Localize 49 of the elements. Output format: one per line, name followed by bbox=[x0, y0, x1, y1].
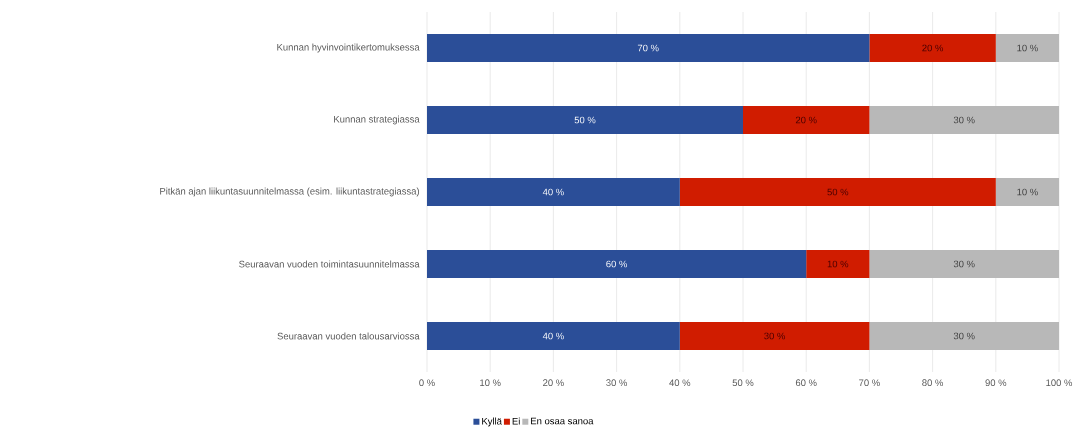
data-label: 30 % bbox=[764, 332, 786, 340]
x-tick-label: 90 % bbox=[985, 379, 1007, 387]
bar bbox=[869, 250, 1059, 278]
x-tick-label: 60 % bbox=[795, 379, 817, 387]
y-tick-label: Seuraavan vuoden talousarviossa bbox=[277, 332, 420, 340]
x-tick-label: 10 % bbox=[480, 379, 501, 387]
x-tick-label: 0 % bbox=[419, 379, 435, 387]
data-label: 40 % bbox=[542, 188, 564, 196]
bar bbox=[869, 34, 996, 63]
y-tick-label: Kunnan hyvinvointikertomuksessa bbox=[277, 43, 420, 53]
bar bbox=[995, 34, 1059, 63]
x-tick-label: 30 % bbox=[606, 379, 628, 387]
data-label: 10 % bbox=[1017, 188, 1038, 196]
x-tick-label: 100 % bbox=[1046, 379, 1073, 387]
x-tick-label: 20 % bbox=[543, 379, 564, 387]
bar bbox=[806, 250, 870, 278]
data-label: 30 % bbox=[953, 260, 975, 268]
y-tick-label: Kunnan strategiassa bbox=[334, 115, 420, 125]
y-tick-label: Seuraavan vuoden toimintasuunnitelmassa bbox=[239, 260, 420, 268]
data-label: 30 % bbox=[953, 116, 975, 124]
bar bbox=[995, 178, 1059, 207]
x-tick-label: 70 % bbox=[859, 379, 880, 387]
legend-label: En osaa sanoa bbox=[531, 417, 594, 425]
bar bbox=[427, 178, 680, 207]
bar bbox=[869, 322, 1059, 350]
data-label: 20 % bbox=[922, 44, 944, 52]
bar bbox=[427, 250, 807, 278]
data-label: 20 % bbox=[795, 116, 817, 124]
bar bbox=[427, 322, 680, 350]
bar bbox=[743, 106, 870, 135]
x-tick-label: 50 % bbox=[732, 379, 754, 387]
legend-label: Kyllä bbox=[482, 417, 502, 427]
y-tick-label: Pitkän ajan liikuntasuunnitelmassa (esim. liikuntastrategiassa) bbox=[160, 187, 419, 197]
data-label: 30 % bbox=[953, 332, 975, 340]
data-label: 40 % bbox=[542, 332, 564, 340]
data-label: 10 % bbox=[827, 260, 849, 268]
data-label: 50 % bbox=[827, 188, 849, 196]
x-tick-label: 40 % bbox=[669, 379, 691, 387]
data-label: 60 % bbox=[606, 260, 628, 268]
bar bbox=[427, 34, 870, 63]
bar bbox=[679, 178, 996, 207]
bar bbox=[869, 106, 1059, 135]
bar bbox=[427, 106, 743, 135]
x-tick-label: 80 % bbox=[922, 379, 944, 387]
data-label: 70 % bbox=[637, 44, 659, 52]
legend-label: Ei bbox=[512, 417, 520, 425]
bar bbox=[679, 322, 870, 350]
data-label: 10 % bbox=[1017, 44, 1038, 52]
data-label: 50 % bbox=[574, 116, 596, 124]
